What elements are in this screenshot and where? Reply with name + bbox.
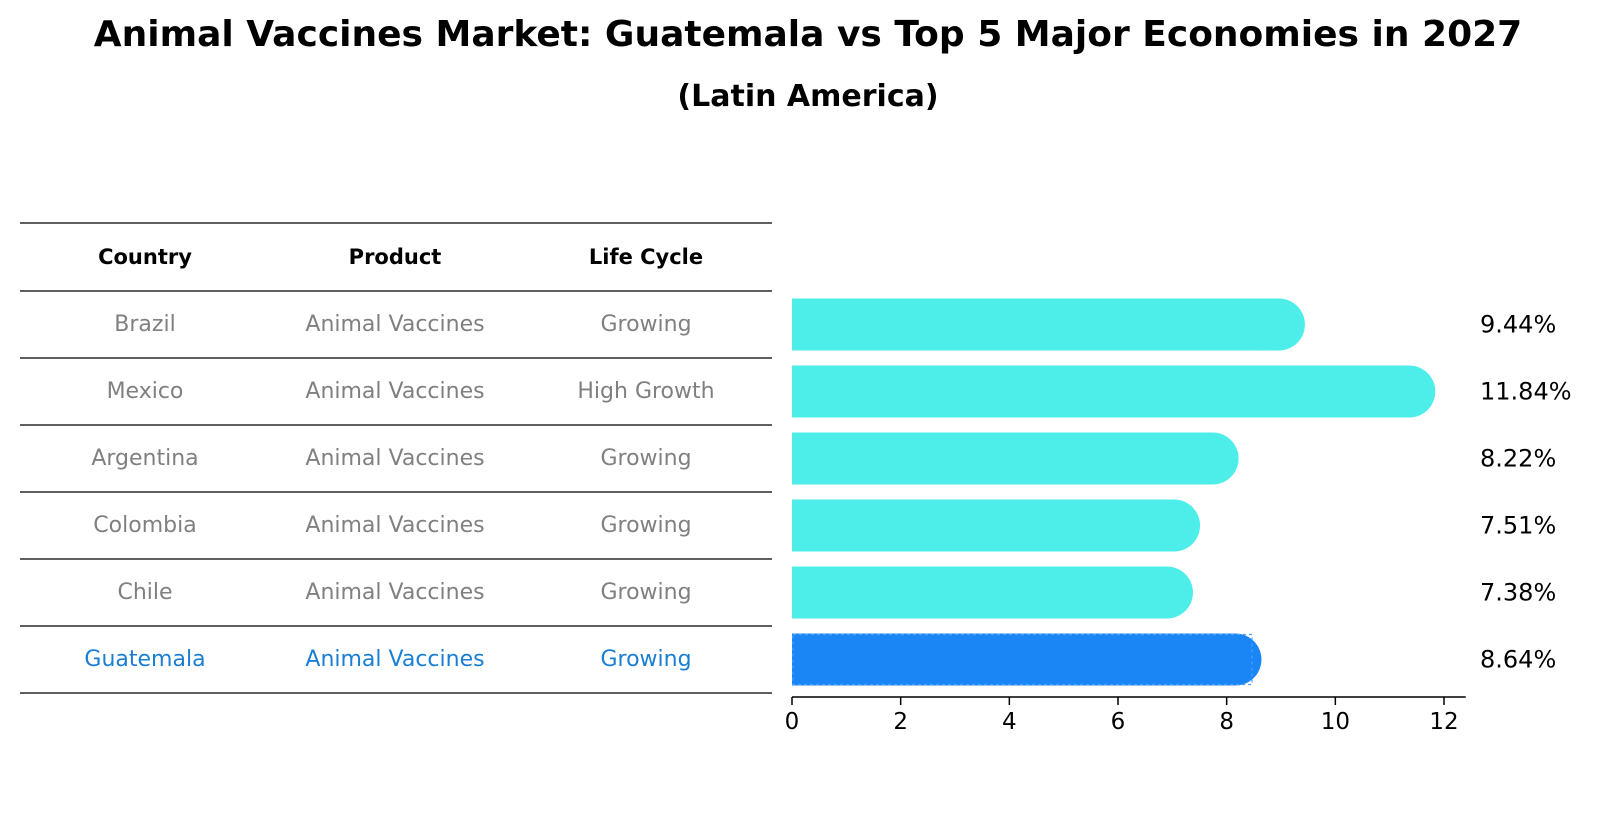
table-cell: Chile — [117, 580, 172, 605]
table-header-product: Product — [349, 245, 442, 269]
data-label: 8.64% — [1480, 646, 1556, 674]
table-cell: Animal Vaccines — [305, 312, 484, 337]
x-tick-label: 10 — [1321, 709, 1350, 735]
table-cell: Growing — [600, 513, 691, 538]
table-cell: High Growth — [577, 379, 714, 404]
bar-colombia — [792, 499, 1175, 552]
x-tick-label: 12 — [1429, 709, 1458, 735]
table-cell: Animal Vaccines — [305, 580, 484, 605]
chart-title: Animal Vaccines Market: Guatemala vs Top… — [93, 14, 1523, 55]
bar-cap-colombia — [1148, 499, 1201, 552]
table-header-country: Country — [98, 245, 192, 269]
bar-cap-guatemala — [1209, 633, 1262, 686]
bar-argentina — [792, 432, 1213, 485]
bar-brazil — [792, 298, 1279, 351]
table-cell: Growing — [600, 647, 691, 672]
data-label: 11.84% — [1480, 378, 1572, 406]
table-cell: Argentina — [91, 446, 198, 471]
data-label: 7.51% — [1480, 512, 1556, 540]
x-tick-label: 2 — [893, 709, 908, 735]
bar-cap-argentina — [1186, 432, 1239, 485]
bar-cap-chile — [1140, 566, 1193, 619]
table-cell: Growing — [600, 446, 691, 471]
bar-highlight-outline — [792, 633, 1253, 686]
table-cell: Animal Vaccines — [305, 513, 484, 538]
data-label: 9.44% — [1480, 311, 1556, 339]
x-tick-label: 0 — [785, 709, 800, 735]
x-tick-label: 6 — [1111, 709, 1126, 735]
bar-chile — [792, 566, 1167, 619]
bar-guatemala — [792, 633, 1236, 686]
data-label: 7.38% — [1480, 579, 1556, 607]
data-label: 8.22% — [1480, 445, 1556, 473]
bar-cap-mexico — [1383, 365, 1436, 418]
bar-mexico — [792, 365, 1410, 418]
table-cell: Guatemala — [84, 647, 205, 672]
table-cell: Growing — [600, 580, 691, 605]
x-tick-label: 4 — [1002, 709, 1017, 735]
table-header-life-cycle: Life Cycle — [589, 245, 703, 269]
bar-cap-brazil — [1252, 298, 1305, 351]
table-cell: Brazil — [114, 312, 175, 337]
x-tick-label: 8 — [1219, 709, 1234, 735]
table-cell: Animal Vaccines — [305, 647, 484, 672]
table-cell: Growing — [600, 312, 691, 337]
table-cell: Animal Vaccines — [305, 446, 484, 471]
table-cell: Animal Vaccines — [305, 379, 484, 404]
table-cell: Mexico — [107, 379, 184, 404]
table-cell: Colombia — [93, 513, 196, 538]
chart-subtitle: (Latin America) — [677, 79, 939, 114]
